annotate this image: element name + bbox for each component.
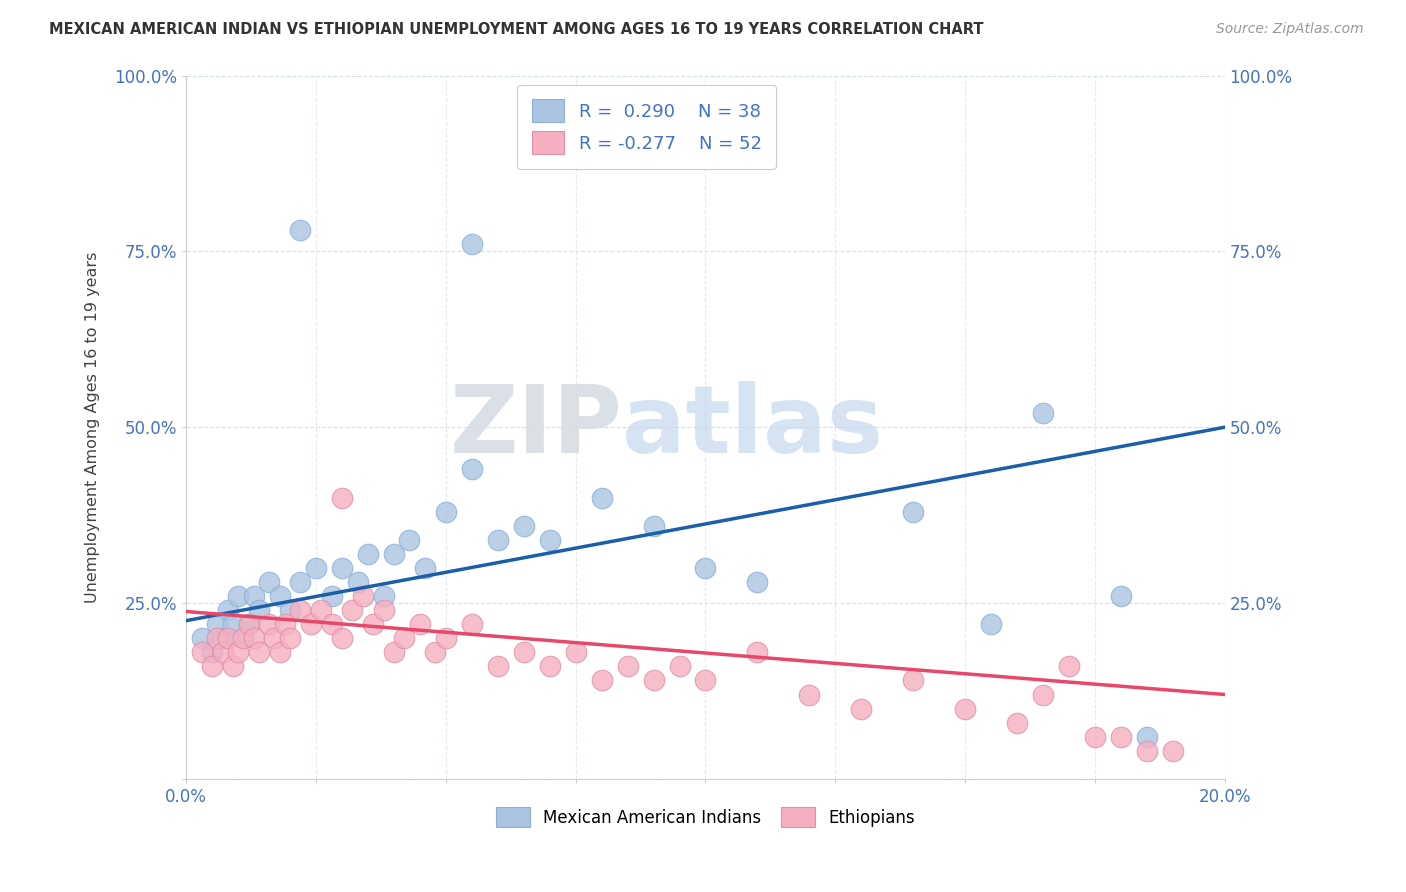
- Point: [238, 617, 260, 632]
- Point: [321, 589, 343, 603]
- Point: [226, 589, 249, 603]
- Point: [232, 632, 254, 646]
- Point: [330, 632, 353, 646]
- Point: [425, 645, 447, 659]
- Point: [1136, 730, 1159, 744]
- Point: [643, 673, 665, 688]
- Point: [290, 603, 312, 617]
- Point: [486, 533, 509, 547]
- Point: [346, 574, 368, 589]
- Point: [591, 673, 613, 688]
- Point: [643, 518, 665, 533]
- Point: [695, 673, 717, 688]
- Point: [1161, 744, 1184, 758]
- Point: [461, 462, 484, 476]
- Point: [309, 603, 332, 617]
- Point: [1109, 589, 1132, 603]
- Point: [259, 574, 281, 589]
- Point: [211, 645, 233, 659]
- Point: [695, 561, 717, 575]
- Point: [434, 505, 457, 519]
- Point: [238, 617, 260, 632]
- Point: [290, 574, 312, 589]
- Point: [747, 574, 769, 589]
- Point: [382, 645, 405, 659]
- Point: [269, 645, 291, 659]
- Point: [217, 603, 239, 617]
- Point: [616, 659, 638, 673]
- Point: [222, 659, 245, 673]
- Point: [382, 547, 405, 561]
- Point: [461, 617, 484, 632]
- Point: [242, 589, 264, 603]
- Point: [217, 632, 239, 646]
- Point: [1005, 715, 1028, 730]
- Point: [330, 491, 353, 505]
- Y-axis label: Unemployment Among Ages 16 to 19 years: Unemployment Among Ages 16 to 19 years: [86, 252, 100, 603]
- Point: [1084, 730, 1107, 744]
- Point: [394, 632, 416, 646]
- Point: [290, 223, 312, 237]
- Point: [321, 617, 343, 632]
- Point: [232, 632, 254, 646]
- Point: [1136, 744, 1159, 758]
- Point: [242, 632, 264, 646]
- Point: [274, 617, 297, 632]
- Point: [1032, 688, 1054, 702]
- Point: [901, 673, 924, 688]
- Point: [342, 603, 364, 617]
- Text: MEXICAN AMERICAN INDIAN VS ETHIOPIAN UNEMPLOYMENT AMONG AGES 16 TO 19 YEARS CORR: MEXICAN AMERICAN INDIAN VS ETHIOPIAN UNE…: [49, 22, 984, 37]
- Point: [247, 603, 270, 617]
- Text: Source: ZipAtlas.com: Source: ZipAtlas.com: [1216, 22, 1364, 37]
- Point: [980, 617, 1002, 632]
- Point: [591, 491, 613, 505]
- Point: [305, 561, 328, 575]
- Point: [747, 645, 769, 659]
- Point: [207, 617, 229, 632]
- Point: [247, 645, 270, 659]
- Point: [201, 645, 224, 659]
- Point: [409, 617, 432, 632]
- Text: atlas: atlas: [623, 381, 883, 474]
- Point: [434, 632, 457, 646]
- Point: [1032, 406, 1054, 420]
- Point: [207, 632, 229, 646]
- Point: [361, 617, 384, 632]
- Point: [538, 659, 561, 673]
- Point: [538, 533, 561, 547]
- Point: [201, 659, 224, 673]
- Point: [668, 659, 690, 673]
- Point: [373, 603, 395, 617]
- Point: [211, 632, 233, 646]
- Point: [330, 561, 353, 575]
- Point: [299, 617, 322, 632]
- Point: [1057, 659, 1080, 673]
- Point: [278, 632, 301, 646]
- Point: [263, 632, 285, 646]
- Point: [413, 561, 436, 575]
- Point: [953, 701, 976, 715]
- Point: [901, 505, 924, 519]
- Point: [269, 589, 291, 603]
- Point: [357, 547, 380, 561]
- Legend: Mexican American Indians, Ethiopians: Mexican American Indians, Ethiopians: [489, 800, 921, 834]
- Point: [259, 617, 281, 632]
- Point: [851, 701, 873, 715]
- Point: [191, 645, 214, 659]
- Point: [398, 533, 420, 547]
- Point: [486, 659, 509, 673]
- Point: [512, 518, 534, 533]
- Point: [564, 645, 586, 659]
- Point: [373, 589, 395, 603]
- Point: [461, 237, 484, 252]
- Point: [191, 632, 214, 646]
- Point: [799, 688, 821, 702]
- Point: [1109, 730, 1132, 744]
- Point: [226, 645, 249, 659]
- Text: ZIP: ZIP: [450, 381, 623, 474]
- Point: [352, 589, 374, 603]
- Point: [222, 617, 245, 632]
- Point: [278, 603, 301, 617]
- Point: [512, 645, 534, 659]
